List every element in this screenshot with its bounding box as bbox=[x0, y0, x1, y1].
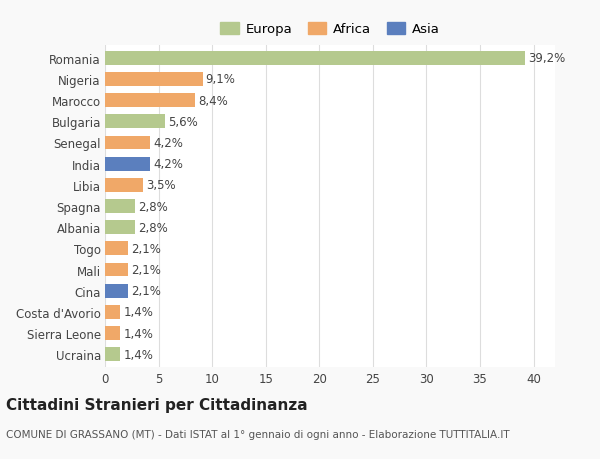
Bar bbox=[105, 94, 195, 108]
Text: 2,1%: 2,1% bbox=[131, 242, 161, 255]
Bar bbox=[105, 284, 128, 298]
Text: 4,2%: 4,2% bbox=[153, 137, 183, 150]
Bar bbox=[105, 200, 135, 213]
Bar bbox=[105, 221, 135, 235]
Text: 2,8%: 2,8% bbox=[138, 221, 168, 234]
Text: 39,2%: 39,2% bbox=[528, 52, 565, 65]
Text: 8,4%: 8,4% bbox=[198, 95, 228, 107]
Text: 1,4%: 1,4% bbox=[123, 306, 153, 319]
Bar bbox=[105, 52, 525, 66]
Text: 5,6%: 5,6% bbox=[168, 116, 198, 129]
Text: 1,4%: 1,4% bbox=[123, 348, 153, 361]
Text: 1,4%: 1,4% bbox=[123, 327, 153, 340]
Bar bbox=[105, 305, 120, 319]
Text: 2,1%: 2,1% bbox=[131, 285, 161, 297]
Bar bbox=[105, 136, 150, 150]
Bar bbox=[105, 179, 143, 192]
Bar bbox=[105, 73, 203, 87]
Text: 9,1%: 9,1% bbox=[206, 73, 236, 86]
Text: 2,8%: 2,8% bbox=[138, 200, 168, 213]
Legend: Europa, Africa, Asia: Europa, Africa, Asia bbox=[218, 20, 442, 39]
Text: Cittadini Stranieri per Cittadinanza: Cittadini Stranieri per Cittadinanza bbox=[6, 397, 308, 412]
Bar bbox=[105, 347, 120, 361]
Bar bbox=[105, 263, 128, 277]
Text: 2,1%: 2,1% bbox=[131, 263, 161, 276]
Text: 4,2%: 4,2% bbox=[153, 158, 183, 171]
Bar bbox=[105, 242, 128, 256]
Text: 3,5%: 3,5% bbox=[146, 179, 175, 192]
Bar bbox=[105, 326, 120, 340]
Text: COMUNE DI GRASSANO (MT) - Dati ISTAT al 1° gennaio di ogni anno - Elaborazione T: COMUNE DI GRASSANO (MT) - Dati ISTAT al … bbox=[6, 429, 509, 439]
Bar bbox=[105, 115, 165, 129]
Bar bbox=[105, 157, 150, 171]
